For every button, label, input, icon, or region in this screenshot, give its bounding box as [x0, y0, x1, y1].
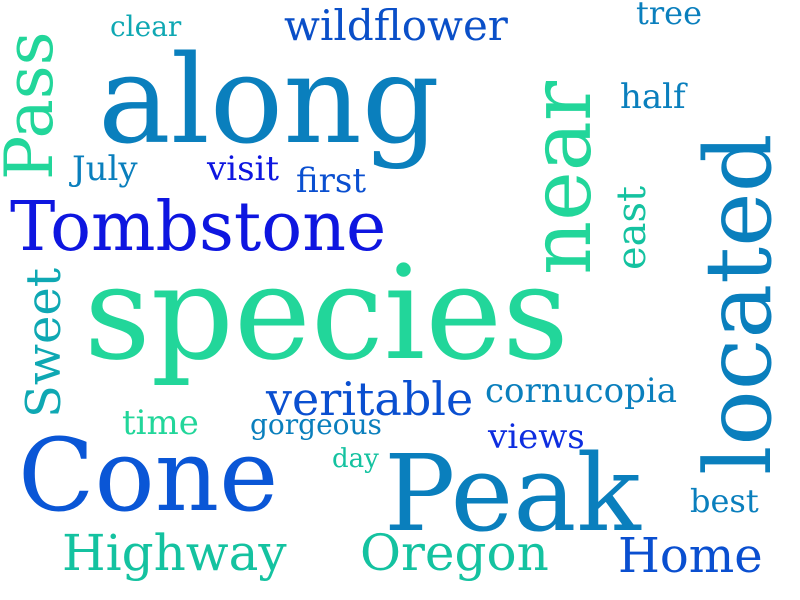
word-home: Home: [618, 528, 763, 584]
word-first: first: [296, 161, 366, 201]
word-half: half: [620, 77, 688, 117]
word-time: time: [122, 403, 199, 443]
word-highway: Highway: [62, 524, 287, 582]
word-sweet: Sweet: [16, 268, 72, 418]
word-visit: visit: [206, 149, 279, 189]
word-day: day: [332, 444, 379, 474]
word-near: near: [512, 80, 610, 275]
word-pass: Pass: [0, 31, 68, 180]
word-along: along: [98, 29, 440, 171]
word-cone: Cone: [18, 417, 278, 534]
word-july: July: [69, 149, 138, 189]
word-located: located: [685, 134, 792, 476]
word-tombstone: Tombstone: [10, 188, 386, 267]
word-tree: tree: [636, 0, 702, 32]
word-cornucopia: cornucopia: [485, 371, 677, 411]
word-veritable: veritable: [265, 372, 473, 426]
word-best: best: [690, 482, 759, 520]
word-peak: Peak: [384, 432, 641, 555]
word-east: east: [609, 186, 655, 270]
word-views: views: [487, 417, 585, 457]
word-clear: clear: [110, 10, 182, 43]
word-gorgeous: gorgeous: [250, 408, 382, 441]
word-oregon: Oregon: [360, 524, 549, 582]
word-species: species: [84, 237, 569, 389]
word-wildflower: wildflower: [284, 1, 509, 50]
